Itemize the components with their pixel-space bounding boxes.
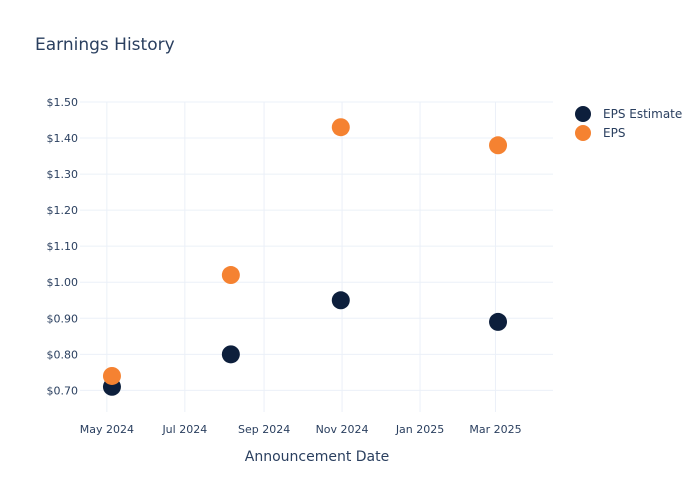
legend: EPS Estimate EPS [575,106,682,141]
y-tick-label: $0.80 [47,348,79,361]
chart-title: Earnings History [35,35,175,55]
data-points [102,118,508,396]
x-tick-label: Jan 2025 [395,423,444,436]
y-tick-label: $1.40 [47,132,79,145]
eps-estimate-point [221,345,240,364]
x-axis-ticks: May 2024 Jul 2024 Sep 2024 Nov 2024 Jan 2025… [80,423,522,436]
y-tick-label: $1.30 [47,168,79,181]
y-tick-label: $1.00 [47,276,79,289]
eps-point [489,136,508,155]
x-tick-label: May 2024 [80,423,134,436]
y-tick-label: $0.70 [47,384,79,397]
y-tick-label: $1.50 [47,96,79,109]
x-tick-label: Jul 2024 [161,423,207,436]
legend-marker-eps-estimate [575,106,591,122]
eps-estimate-point [489,312,508,331]
x-tick-label: Mar 2025 [469,423,521,436]
y-axis-ticks: $0.70 $0.80 $0.90 $1.00 $1.10 $1.20 $1.30 $1.40… [47,96,79,397]
x-tick-label: Sep 2024 [238,423,290,436]
y-tick-label: $1.20 [47,204,79,217]
eps-point [221,266,240,285]
eps-point [331,118,350,137]
y-tick-label: $0.90 [47,312,79,325]
eps-point [102,366,121,385]
eps-estimate-point [331,291,350,310]
x-axis-title: Announcement Date [245,449,389,465]
legend-label-eps: EPS [603,126,625,140]
legend-label-eps-estimate: EPS Estimate [603,107,682,121]
legend-marker-eps [575,125,591,141]
y-tick-label: $1.10 [47,240,79,253]
grid-lines [80,101,553,412]
x-tick-label: Nov 2024 [316,423,369,436]
